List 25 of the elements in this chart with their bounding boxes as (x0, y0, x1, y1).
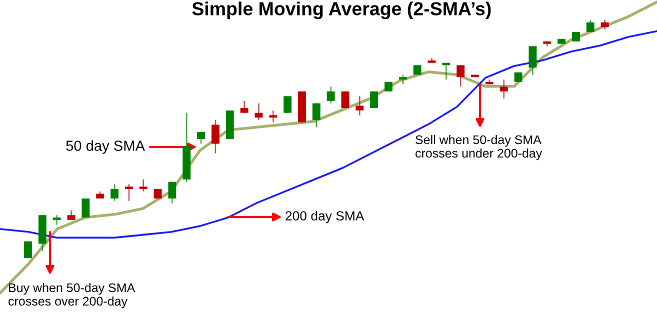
annotation: 50 day SMA (66, 140, 145, 154)
candlestick (240, 100, 248, 114)
candlestick (284, 96, 292, 114)
candlestick (600, 19, 609, 30)
annotation: Sell when 50-day SMA crosses under 200-day (416, 135, 542, 160)
candlestick (356, 96, 364, 116)
candlestick (67, 210, 76, 221)
candlestick (326, 86, 335, 104)
candlestick (110, 184, 118, 202)
candlestick (168, 181, 176, 204)
chart-title: Simple Moving Average (2-SMA’s) (192, 2, 491, 20)
candlestick (500, 78, 508, 100)
candlestick (139, 178, 148, 192)
candlestick (211, 119, 220, 154)
candlestick (269, 110, 278, 123)
candlestick (456, 64, 465, 88)
candlestick (398, 74, 407, 85)
candlestick (312, 102, 320, 128)
annotation: 200 day SMA (286, 210, 364, 224)
candlestick (528, 46, 537, 76)
candlestick (82, 198, 90, 218)
annotation: Buy when 50-day SMA crosses over 200-day (8, 283, 136, 308)
candlestick (52, 214, 61, 226)
candlestick (124, 184, 133, 202)
candlestick (586, 19, 594, 33)
